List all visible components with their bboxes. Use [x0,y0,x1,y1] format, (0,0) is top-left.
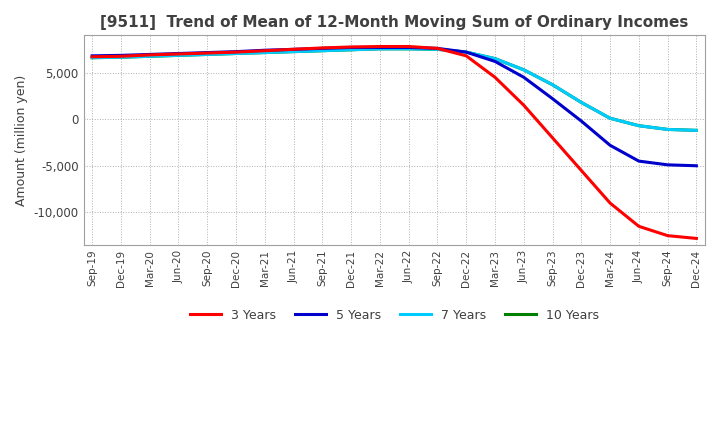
Title: [9511]  Trend of Mean of 12-Month Moving Sum of Ordinary Incomes: [9511] Trend of Mean of 12-Month Moving … [100,15,688,30]
5 Years [318,46,327,51]
10 Years [405,46,413,51]
3 Years [203,51,212,56]
3 Years [634,224,643,229]
3 Years [606,200,614,205]
5 Years [634,158,643,164]
5 Years [88,53,96,59]
10 Years [88,55,96,60]
5 Years [261,48,269,53]
3 Years [490,75,499,80]
7 Years [174,53,183,58]
10 Years [692,128,701,133]
7 Years [692,128,701,133]
10 Years [433,47,442,52]
5 Years [289,47,298,52]
Legend: 3 Years, 5 Years, 7 Years, 10 Years: 3 Years, 5 Years, 7 Years, 10 Years [184,304,604,327]
Line: 10 Years: 10 Years [92,49,696,130]
7 Years [318,48,327,53]
10 Years [145,54,154,59]
3 Years [318,45,327,51]
Y-axis label: Amount (million yen): Amount (million yen) [15,74,28,206]
10 Years [577,100,585,105]
3 Years [174,51,183,57]
7 Years [88,55,96,60]
5 Years [692,163,701,169]
3 Years [117,54,125,59]
Line: 3 Years: 3 Years [92,47,696,238]
7 Years [433,47,442,52]
5 Years [548,96,557,101]
7 Years [347,47,356,52]
10 Years [490,56,499,61]
7 Years [519,67,528,73]
7 Years [577,100,585,105]
3 Years [433,46,442,51]
10 Years [519,67,528,73]
5 Years [433,46,442,51]
3 Years [347,44,356,50]
7 Years [405,46,413,51]
10 Years [261,50,269,55]
3 Years [462,53,470,59]
7 Years [261,50,269,55]
7 Years [145,54,154,59]
5 Years [663,162,672,168]
10 Years [289,49,298,54]
5 Years [174,51,183,56]
7 Years [462,49,470,55]
5 Years [577,118,585,124]
5 Years [232,49,240,54]
3 Years [577,168,585,173]
10 Years [347,47,356,52]
7 Years [232,51,240,56]
3 Years [232,49,240,55]
Line: 7 Years: 7 Years [92,49,696,130]
7 Years [663,127,672,132]
3 Years [548,135,557,140]
5 Years [519,75,528,80]
3 Years [261,48,269,53]
10 Years [232,51,240,56]
7 Years [634,123,643,128]
10 Years [663,127,672,132]
5 Years [376,45,384,50]
3 Years [692,236,701,241]
7 Years [203,52,212,57]
7 Years [289,49,298,54]
3 Years [663,233,672,238]
10 Years [548,82,557,88]
10 Years [117,55,125,60]
5 Years [117,53,125,58]
5 Years [347,45,356,50]
3 Years [289,47,298,52]
5 Years [606,143,614,148]
7 Years [376,46,384,51]
3 Years [88,54,96,59]
3 Years [405,44,413,49]
10 Years [318,48,327,53]
3 Years [376,44,384,49]
10 Years [462,49,470,55]
10 Years [376,46,384,51]
10 Years [606,116,614,121]
7 Years [606,116,614,121]
10 Years [634,123,643,128]
7 Years [548,82,557,88]
5 Years [405,45,413,50]
3 Years [145,52,154,58]
7 Years [117,55,125,60]
5 Years [490,59,499,64]
10 Years [203,52,212,57]
5 Years [203,50,212,55]
5 Years [462,49,470,55]
Line: 5 Years: 5 Years [92,48,696,166]
3 Years [519,103,528,108]
5 Years [145,52,154,57]
7 Years [490,56,499,61]
10 Years [174,53,183,58]
